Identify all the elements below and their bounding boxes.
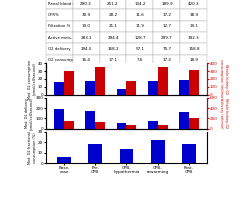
Bar <box>85 81 95 95</box>
Bar <box>116 123 126 129</box>
Bar <box>147 121 157 129</box>
Bar <box>181 144 195 163</box>
Bar <box>188 70 198 95</box>
Bar <box>126 81 136 95</box>
Bar <box>178 112 188 129</box>
Bar <box>54 82 64 95</box>
Y-axis label: Whole kidney O2
delivery (ml/min): Whole kidney O2 delivery (ml/min) <box>218 98 227 129</box>
Bar <box>54 109 64 129</box>
Bar <box>95 67 105 95</box>
Bar <box>150 140 164 163</box>
Bar <box>188 118 198 129</box>
Bar <box>119 149 133 163</box>
Bar <box>88 144 102 163</box>
Y-axis label: Med. O2 delivery
(pmol/cell/second): Med. O2 delivery (pmol/cell/second) <box>25 97 34 130</box>
Bar <box>147 81 157 95</box>
Bar <box>116 89 126 95</box>
Y-axis label: Med. O2 consumption
(pmol/cell/second): Med. O2 consumption (pmol/cell/second) <box>28 59 36 99</box>
Y-axis label: Whole kidney O2
consumption (ml/min): Whole kidney O2 consumption (ml/min) <box>218 59 227 99</box>
Bar <box>64 121 74 129</box>
Bar <box>64 71 74 95</box>
Bar <box>157 125 167 129</box>
Bar <box>57 156 71 163</box>
Y-axis label: Med. O2 fractional
consumption (%): Med. O2 fractional consumption (%) <box>28 131 36 164</box>
Bar <box>126 125 136 129</box>
Bar <box>157 67 167 95</box>
Bar <box>95 122 105 129</box>
Bar <box>85 111 95 129</box>
Bar <box>178 80 188 95</box>
